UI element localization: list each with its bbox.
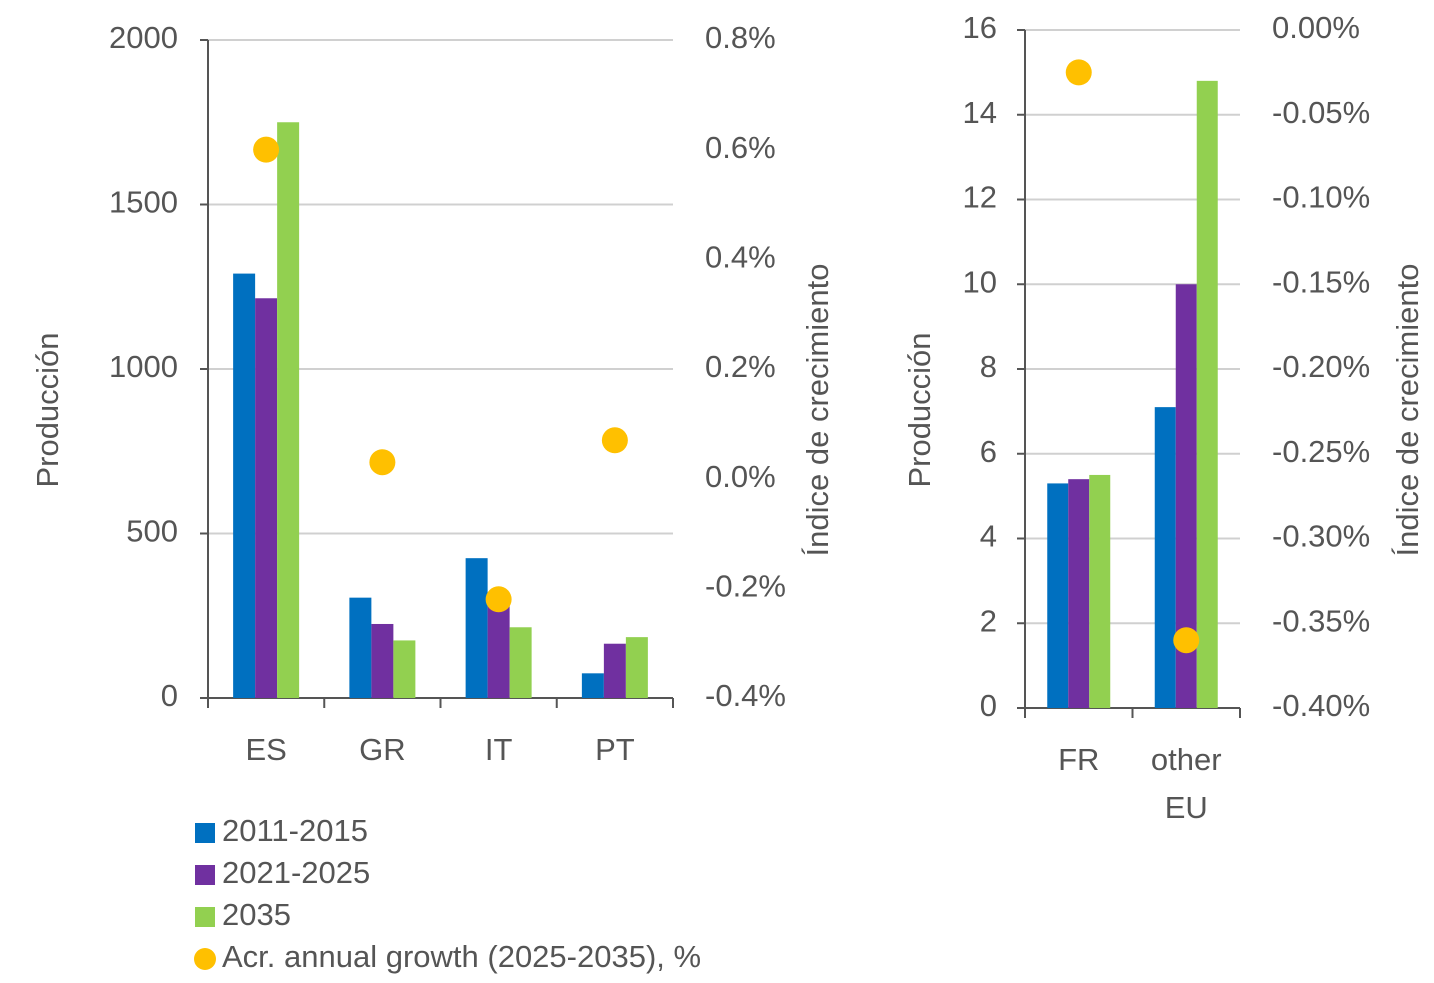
legend-marker — [195, 865, 215, 885]
y-tick-label: 500 — [126, 514, 178, 549]
legend-marker — [195, 823, 215, 843]
y-tick-label: 8 — [980, 349, 997, 384]
y-tick-label: 6 — [980, 434, 997, 469]
y-tick-label: 16 — [963, 10, 997, 45]
legend-marker — [194, 948, 216, 970]
bar — [371, 623, 394, 698]
y-tick-label: 14 — [963, 95, 997, 130]
x-tick-label: other EU — [1150, 742, 1222, 825]
x-tick-label: ES — [245, 732, 287, 767]
bar — [1154, 407, 1176, 708]
bar — [1175, 284, 1197, 708]
bar — [393, 640, 416, 698]
bar — [1089, 474, 1111, 708]
y2-tick-label: 0.6% — [705, 130, 776, 165]
y-tick-label: 0 — [980, 688, 997, 723]
bar — [625, 637, 648, 698]
bar — [1068, 479, 1090, 708]
y2-tick-label: -0.20% — [1272, 349, 1370, 384]
growth-dot — [1173, 627, 1200, 654]
legend-label: Acr. annual growth (2025-2035), % — [222, 939, 701, 974]
y-tick-label: 2 — [980, 603, 997, 638]
x-tick-label: IT — [484, 732, 513, 767]
y2-tick-label: 0.00% — [1272, 10, 1360, 45]
y-tick-label: 2000 — [109, 20, 178, 55]
legend-marker — [195, 907, 215, 927]
x-tick-label: GR — [359, 732, 406, 767]
x-tick-label: PT — [595, 732, 635, 767]
y2-tick-label: -0.05% — [1272, 95, 1370, 130]
bar — [487, 599, 510, 698]
bar — [349, 597, 372, 698]
y-tick-label: 0 — [161, 678, 178, 713]
legend-label: 2021-2025 — [222, 855, 370, 890]
y2-axis-label: Índice de crecimiento — [800, 264, 835, 557]
growth-dot — [485, 586, 512, 613]
y2-tick-label: 0.8% — [705, 20, 776, 55]
y2-tick-label: -0.30% — [1272, 519, 1370, 554]
x-tick-label: FR — [1058, 742, 1100, 777]
bar — [277, 122, 300, 698]
growth-dot — [1065, 59, 1092, 86]
bar — [581, 673, 604, 698]
bar — [255, 298, 278, 698]
y2-tick-label: 0.0% — [705, 459, 776, 494]
y2-tick-label: -0.2% — [705, 569, 786, 604]
bar — [603, 643, 626, 698]
bar — [509, 627, 532, 698]
y2-tick-label: 0.2% — [705, 349, 776, 384]
bar — [1047, 483, 1069, 708]
bar — [1196, 80, 1218, 709]
legend-label: 2011-2015 — [222, 813, 368, 848]
y2-tick-label: 0.4% — [705, 240, 776, 275]
growth-dot — [369, 449, 396, 476]
growth-dot — [253, 136, 280, 163]
y-tick-label: 1000 — [109, 349, 178, 384]
y2-tick-label: -0.40% — [1272, 688, 1370, 723]
y-axis-label: Producción — [30, 332, 65, 487]
bar — [465, 558, 488, 698]
bar — [233, 273, 256, 698]
y2-tick-label: -0.4% — [705, 678, 786, 713]
legend-label: 2035 — [222, 897, 291, 932]
y2-axis-label: Índice de crecimiento — [1390, 264, 1425, 557]
y2-tick-label: -0.15% — [1272, 264, 1370, 299]
y-tick-label: 1500 — [109, 185, 178, 220]
y-tick-label: 10 — [963, 264, 997, 299]
y2-tick-label: -0.35% — [1272, 603, 1370, 638]
y-axis-label: Producción — [902, 332, 937, 487]
y2-tick-label: -0.25% — [1272, 434, 1370, 469]
growth-dot — [601, 427, 628, 454]
y2-tick-label: -0.10% — [1272, 180, 1370, 215]
y-tick-label: 12 — [963, 180, 997, 215]
y-tick-label: 4 — [980, 519, 997, 554]
